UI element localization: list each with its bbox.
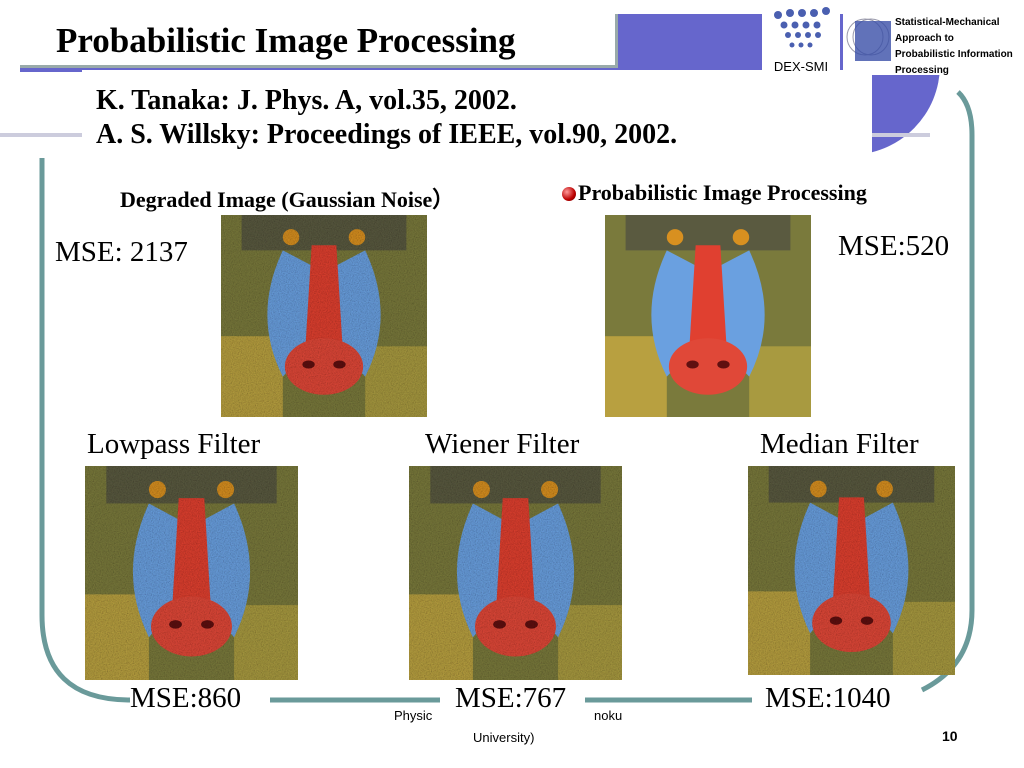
median-image [748, 466, 955, 675]
footer-fragment: Physic [394, 708, 433, 723]
degraded-image [221, 215, 427, 417]
smapip-text: Statistical-Mechanical Approach to Proba… [895, 17, 1013, 76]
degraded-mse: MSE: 2137 [55, 236, 188, 268]
wiener-image [409, 466, 622, 680]
smapip-logo: Statistical-Mechanical Approach to Proba… [843, 5, 1020, 76]
citation: K. Tanaka: J. Phys. A, vol.35, 2002. [96, 85, 517, 116]
footer-fragment: noku [594, 708, 623, 723]
red-sphere-bullet-icon [562, 187, 576, 201]
probabilistic-mse: MSE:520 [838, 230, 950, 262]
slide-title: Probabilistic Image Processing [20, 14, 618, 68]
lowpass-image [85, 466, 298, 680]
degraded-caption: Degraded Image (Gaussian Noise） [120, 187, 455, 212]
probabilistic-result-image [605, 215, 811, 417]
dex-smi-text: DEX-SMI [773, 59, 829, 74]
wiener-mse: MSE:767 [455, 682, 567, 714]
wiener-caption: Wiener Filter [425, 428, 580, 460]
sphere-grid-icon [774, 7, 830, 48]
citations: K. Tanaka: J. Phys. A, vol.35, 2002. A. … [82, 70, 872, 160]
lowpass-mse: MSE:860 [130, 682, 242, 714]
dex-smi-logo: DEX-SMI [762, 5, 840, 75]
footer-text: University) [473, 730, 535, 745]
probabilistic-caption: Probabilistic Image Processing [578, 180, 867, 205]
median-caption: Median Filter [760, 428, 919, 460]
page-number: 10 [942, 728, 958, 744]
network-icon [846, 18, 891, 61]
citation: A. S. Willsky: Proceedings of IEEE, vol.… [96, 119, 678, 150]
lowpass-caption: Lowpass Filter [87, 428, 261, 460]
median-mse: MSE:1040 [765, 682, 891, 714]
